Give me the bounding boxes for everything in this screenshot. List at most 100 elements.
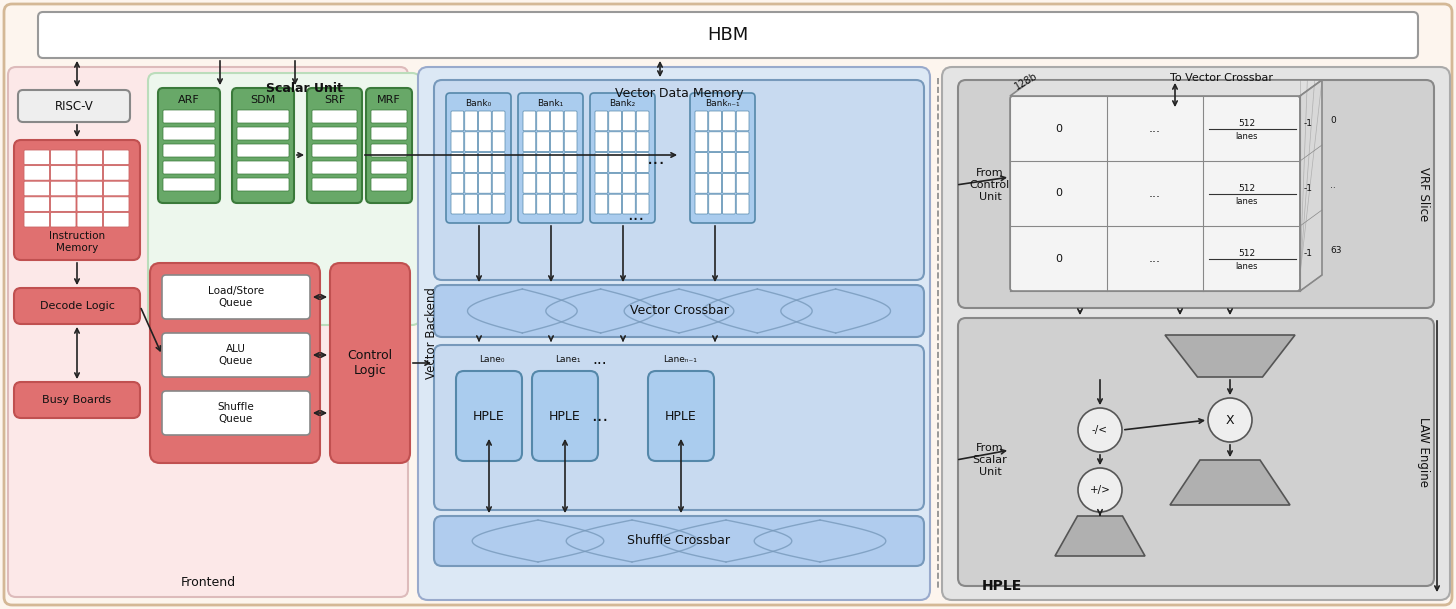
- FancyBboxPatch shape: [623, 194, 635, 214]
- Text: -1: -1: [1303, 249, 1312, 258]
- Circle shape: [1077, 408, 1123, 452]
- FancyBboxPatch shape: [51, 181, 76, 196]
- Text: ...: ...: [646, 149, 665, 167]
- FancyBboxPatch shape: [1010, 96, 1300, 291]
- Text: 0: 0: [1054, 124, 1061, 133]
- FancyBboxPatch shape: [722, 174, 735, 193]
- FancyBboxPatch shape: [237, 110, 288, 123]
- FancyBboxPatch shape: [77, 213, 102, 227]
- Text: 512: 512: [1238, 119, 1255, 128]
- Polygon shape: [1165, 335, 1294, 377]
- Text: HBM: HBM: [708, 26, 748, 44]
- FancyBboxPatch shape: [492, 111, 505, 131]
- FancyBboxPatch shape: [590, 93, 655, 223]
- FancyBboxPatch shape: [451, 111, 464, 131]
- Text: +/>: +/>: [1089, 485, 1111, 495]
- FancyBboxPatch shape: [7, 67, 408, 597]
- Text: Bank₀: Bank₀: [466, 99, 492, 108]
- FancyBboxPatch shape: [523, 153, 536, 172]
- FancyBboxPatch shape: [15, 140, 140, 260]
- FancyBboxPatch shape: [434, 80, 925, 280]
- FancyBboxPatch shape: [451, 174, 464, 193]
- FancyBboxPatch shape: [737, 194, 748, 214]
- Text: -1: -1: [1303, 119, 1312, 128]
- FancyBboxPatch shape: [163, 178, 215, 191]
- FancyBboxPatch shape: [565, 111, 577, 131]
- FancyBboxPatch shape: [456, 371, 523, 461]
- FancyBboxPatch shape: [537, 132, 549, 152]
- FancyBboxPatch shape: [479, 174, 491, 193]
- Text: LAW Engine: LAW Engine: [1418, 417, 1430, 487]
- FancyBboxPatch shape: [636, 194, 649, 214]
- FancyBboxPatch shape: [162, 333, 310, 377]
- FancyBboxPatch shape: [623, 111, 635, 131]
- FancyBboxPatch shape: [371, 144, 408, 157]
- FancyBboxPatch shape: [695, 174, 708, 193]
- Text: 0: 0: [1054, 253, 1061, 264]
- Text: lanes: lanes: [1236, 262, 1258, 271]
- FancyBboxPatch shape: [492, 132, 505, 152]
- FancyBboxPatch shape: [565, 174, 577, 193]
- FancyBboxPatch shape: [103, 181, 130, 196]
- FancyBboxPatch shape: [623, 132, 635, 152]
- FancyBboxPatch shape: [451, 153, 464, 172]
- Text: Control
Logic: Control Logic: [348, 349, 393, 377]
- Text: From
Control
Unit: From Control Unit: [970, 169, 1010, 202]
- FancyBboxPatch shape: [518, 93, 582, 223]
- FancyBboxPatch shape: [77, 150, 102, 164]
- FancyBboxPatch shape: [451, 132, 464, 152]
- FancyBboxPatch shape: [51, 213, 76, 227]
- FancyBboxPatch shape: [722, 111, 735, 131]
- FancyBboxPatch shape: [565, 153, 577, 172]
- FancyBboxPatch shape: [636, 111, 649, 131]
- FancyBboxPatch shape: [492, 153, 505, 172]
- Text: 512: 512: [1238, 249, 1255, 258]
- FancyBboxPatch shape: [434, 285, 925, 337]
- Polygon shape: [1056, 516, 1144, 556]
- FancyBboxPatch shape: [77, 181, 102, 196]
- Text: Shuffle Crossbar: Shuffle Crossbar: [628, 535, 731, 547]
- Text: Lane₁: Lane₁: [555, 354, 581, 364]
- FancyBboxPatch shape: [709, 111, 722, 131]
- FancyBboxPatch shape: [15, 288, 140, 324]
- FancyBboxPatch shape: [636, 174, 649, 193]
- FancyBboxPatch shape: [523, 111, 536, 131]
- FancyBboxPatch shape: [371, 161, 408, 174]
- Polygon shape: [1300, 80, 1322, 291]
- FancyBboxPatch shape: [695, 111, 708, 131]
- Circle shape: [1077, 468, 1123, 512]
- FancyBboxPatch shape: [479, 194, 491, 214]
- Text: Busy Boards: Busy Boards: [42, 395, 112, 405]
- Text: Load/Store
Queue: Load/Store Queue: [208, 286, 264, 308]
- FancyBboxPatch shape: [609, 153, 622, 172]
- Text: Laneₙ₋₁: Laneₙ₋₁: [662, 354, 697, 364]
- FancyBboxPatch shape: [434, 516, 925, 566]
- Text: ...: ...: [1149, 122, 1160, 135]
- FancyBboxPatch shape: [958, 318, 1434, 586]
- FancyBboxPatch shape: [103, 166, 130, 180]
- Text: ...: ...: [628, 206, 645, 224]
- FancyBboxPatch shape: [537, 111, 549, 131]
- Text: Vector Backend: Vector Backend: [425, 287, 438, 379]
- Text: X: X: [1226, 414, 1235, 426]
- FancyBboxPatch shape: [737, 132, 748, 152]
- FancyBboxPatch shape: [464, 194, 478, 214]
- FancyBboxPatch shape: [365, 88, 412, 203]
- FancyBboxPatch shape: [103, 197, 130, 211]
- FancyBboxPatch shape: [451, 194, 464, 214]
- FancyBboxPatch shape: [15, 382, 140, 418]
- FancyBboxPatch shape: [162, 275, 310, 319]
- FancyBboxPatch shape: [537, 194, 549, 214]
- FancyBboxPatch shape: [479, 153, 491, 172]
- FancyBboxPatch shape: [163, 110, 215, 123]
- Text: lanes: lanes: [1236, 132, 1258, 141]
- FancyBboxPatch shape: [690, 93, 756, 223]
- FancyBboxPatch shape: [163, 161, 215, 174]
- FancyBboxPatch shape: [464, 174, 478, 193]
- Text: HPLE: HPLE: [549, 409, 581, 423]
- FancyBboxPatch shape: [446, 93, 511, 223]
- Polygon shape: [1171, 460, 1290, 505]
- Text: RISC-V: RISC-V: [55, 99, 93, 113]
- FancyBboxPatch shape: [623, 174, 635, 193]
- Text: SDM: SDM: [250, 95, 275, 105]
